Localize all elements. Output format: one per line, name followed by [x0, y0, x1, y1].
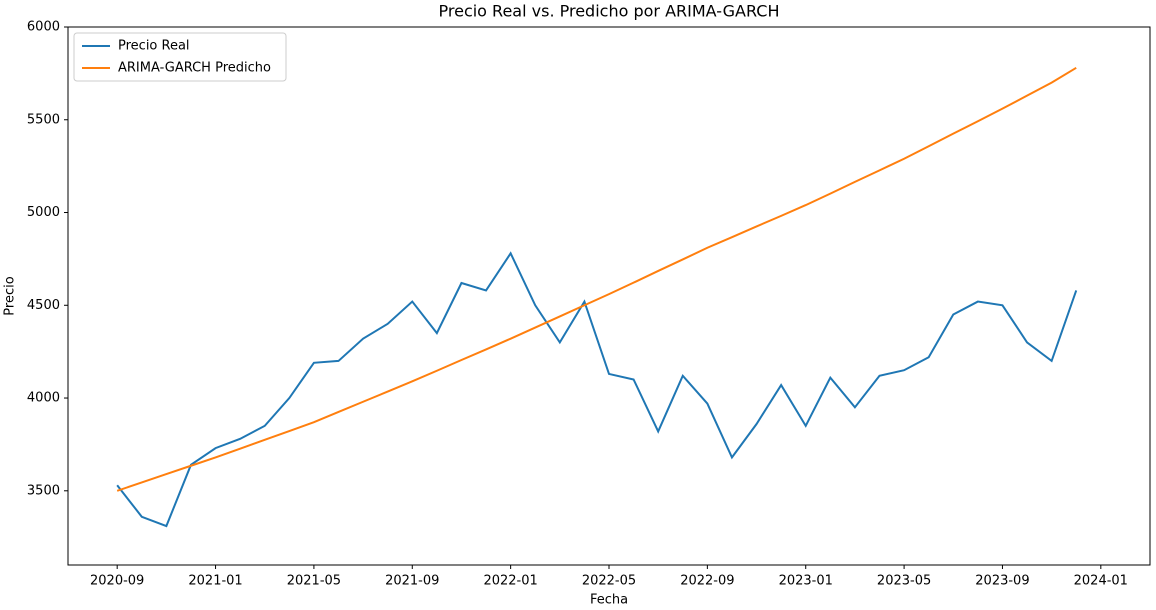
- legend-label: ARIMA-GARCH Predicho: [118, 61, 271, 76]
- y-tick-label: 5500: [27, 112, 60, 127]
- chart-title: Precio Real vs. Predicho por ARIMA-GARCH: [439, 2, 780, 21]
- y-tick-label: 6000: [27, 20, 60, 35]
- series-line: [116, 251, 1078, 528]
- y-axis-label: Precio: [3, 276, 18, 315]
- x-tick-label: 2022-05: [582, 574, 636, 589]
- y-tick-label: 4000: [27, 391, 60, 406]
- x-tick-label: 2021-05: [287, 574, 341, 589]
- x-tick-label: 2024-01: [1074, 574, 1128, 589]
- x-tick-label: 2021-09: [385, 574, 439, 589]
- y-tick-label: 3500: [27, 483, 60, 498]
- x-tick-label: 2022-09: [680, 574, 734, 589]
- x-tick-label: 2023-01: [779, 574, 833, 589]
- plot-frame: [67, 26, 1151, 566]
- x-tick-label: 2020-09: [90, 574, 144, 589]
- x-tick-label: 2021-01: [188, 574, 242, 589]
- y-tick-label: 4500: [27, 298, 60, 313]
- x-axis-label: Fecha: [590, 593, 628, 608]
- x-tick-label: 2022-01: [483, 574, 537, 589]
- x-tick-label: 2023-05: [877, 574, 931, 589]
- legend-box: [73, 32, 287, 82]
- legend-label: Precio Real: [118, 39, 190, 54]
- series-line: [116, 66, 1077, 492]
- y-tick-label: 5000: [27, 205, 60, 220]
- x-tick-label: 2023-09: [975, 574, 1029, 589]
